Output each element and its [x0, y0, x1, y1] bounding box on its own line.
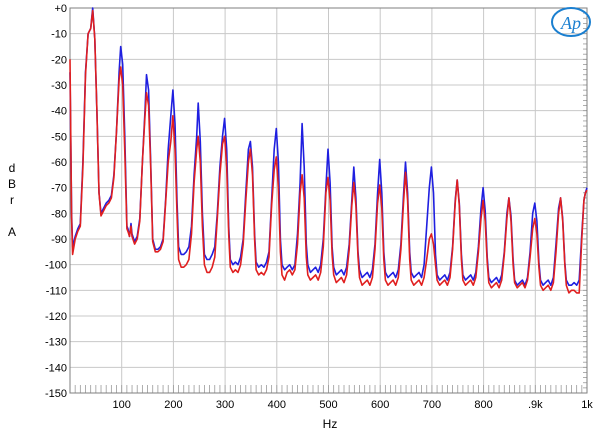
- y-tick-label: -10: [51, 29, 67, 41]
- y-tick-label: -60: [51, 157, 67, 169]
- y-tick-label: -40: [51, 106, 67, 118]
- y-tick-label: -130: [45, 337, 67, 349]
- y-tick-label: +0: [54, 3, 67, 15]
- ap-logo-text: Ap: [560, 13, 581, 33]
- y-tick-label: -120: [45, 311, 67, 323]
- series-line-2: [69, 9, 588, 294]
- x-axis-label: Hz: [323, 417, 338, 431]
- x-tick-label: 300: [216, 399, 234, 411]
- y-tick-label: -150: [45, 388, 67, 400]
- y-tick-label: -50: [51, 131, 67, 143]
- x-tick-label: 100: [113, 399, 131, 411]
- series-layer: [69, 7, 588, 294]
- y-axis-label: d B r A: [8, 161, 16, 239]
- y-tick-label: -110: [46, 285, 67, 297]
- y-axis-label-line-1: d: [9, 161, 16, 175]
- y-axis-label-line-5: A: [8, 225, 16, 239]
- ap-logo-ring: [551, 7, 591, 37]
- minor-ticks: [74, 12, 587, 393]
- y-axis-label-line-2: B: [8, 177, 16, 191]
- y-tick-label: -100: [45, 260, 67, 272]
- y-axis-label-line-3: r: [10, 193, 14, 207]
- y-tick-label: -70: [51, 183, 67, 195]
- x-tick-label: 600: [371, 399, 389, 411]
- ap-logo: Ap: [551, 7, 591, 37]
- x-tick-labels: 100 200 300 400 500 600 700 800 .9k 1k: [113, 399, 594, 411]
- y-tick-label: -90: [51, 234, 67, 246]
- x-tick-label: 700: [423, 399, 441, 411]
- grid: [70, 7, 588, 394]
- y-tick-label: -20: [51, 54, 67, 66]
- y-tick-label: -80: [51, 208, 67, 220]
- x-tick-label: 1k: [581, 399, 593, 411]
- y-tick-label: -140: [45, 362, 67, 374]
- x-tick-label: 400: [268, 399, 286, 411]
- x-tick-label: 500: [319, 399, 337, 411]
- y-tick-labels: +0 -10 -20 -30 -40 -50 -60 -70 -80 -90 -100 -110 -12…: [45, 3, 67, 400]
- y-tick-label: -30: [51, 80, 67, 92]
- x-tick-label: .9k: [528, 399, 543, 411]
- x-tick-label: 800: [474, 399, 492, 411]
- x-tick-label: 200: [164, 399, 182, 411]
- plot-frame: [69, 7, 588, 394]
